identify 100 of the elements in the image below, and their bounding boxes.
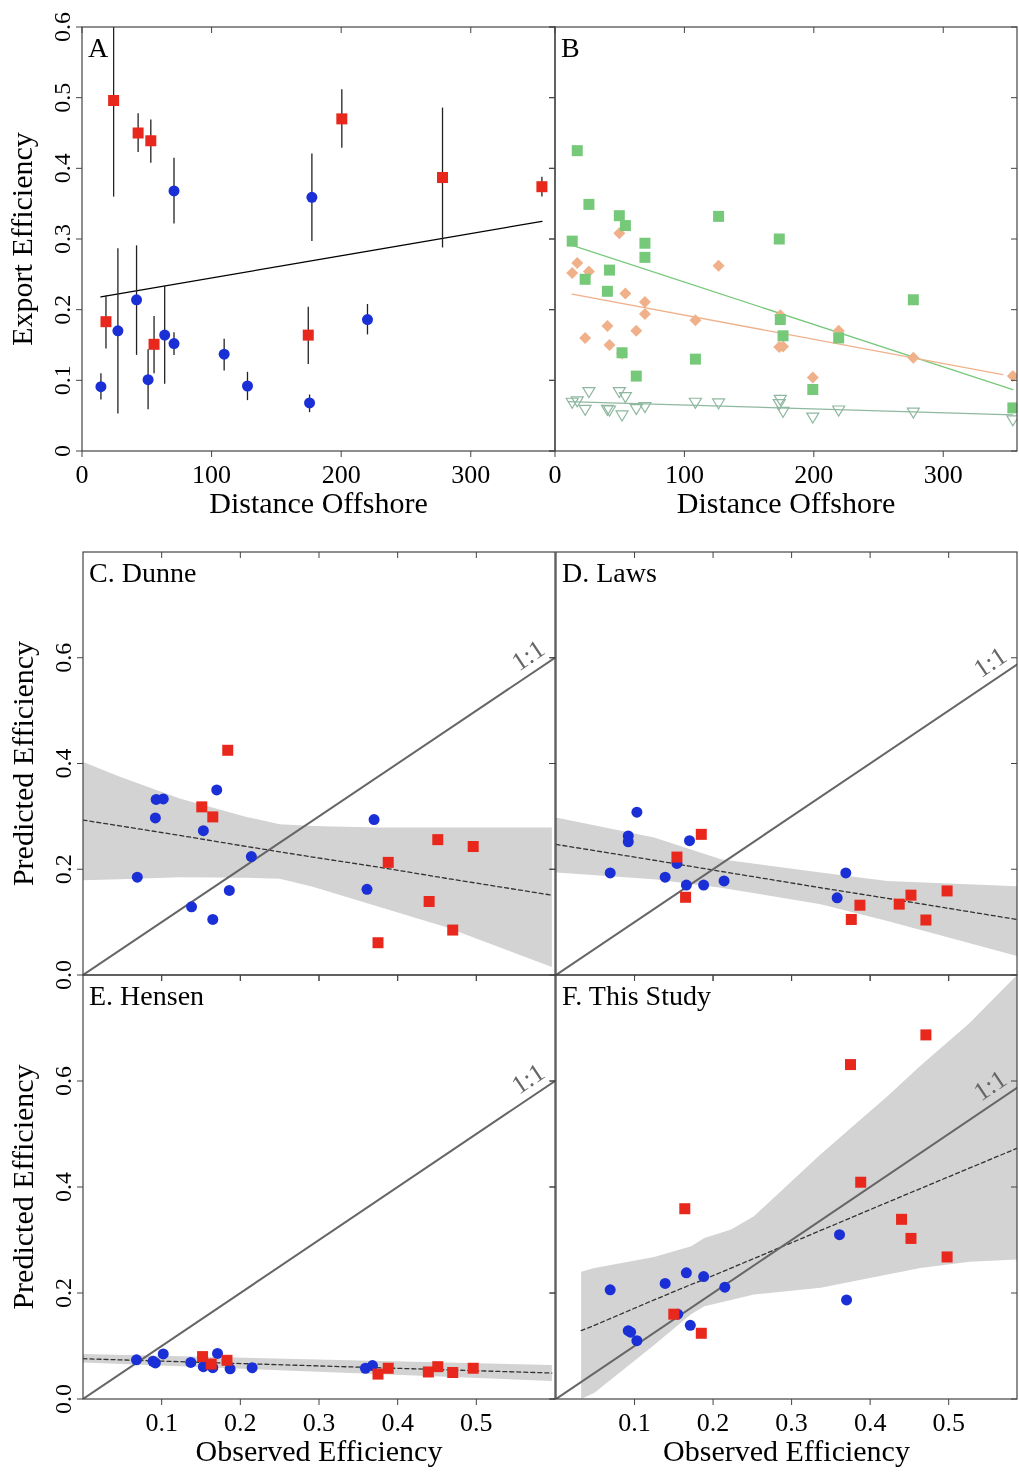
- point: [941, 1251, 953, 1263]
- chart-title: E. Hensen: [89, 980, 205, 1011]
- point: [893, 898, 905, 910]
- point: [841, 1294, 853, 1306]
- y-tick-label: 0.1: [49, 365, 75, 396]
- point: [196, 801, 208, 813]
- point: [689, 314, 702, 327]
- point: [906, 407, 920, 419]
- point: [680, 1267, 692, 1279]
- point: [223, 884, 235, 896]
- y-tick-label: 0.4: [49, 153, 75, 184]
- point: [130, 1354, 142, 1366]
- point: [711, 398, 726, 410]
- x-tick-label: 100: [192, 460, 232, 489]
- x-tick-label: 100: [664, 460, 704, 489]
- y-tick-label: 0.2: [50, 854, 76, 885]
- point: [639, 251, 651, 263]
- point: [142, 374, 154, 386]
- point: [368, 814, 380, 826]
- point: [372, 937, 384, 949]
- point: [905, 889, 917, 901]
- point: [631, 806, 643, 818]
- point: [896, 1213, 908, 1225]
- chart-title: C. Dunne: [89, 557, 197, 588]
- point: [671, 851, 683, 863]
- point: [698, 879, 710, 891]
- point: [100, 316, 112, 328]
- point: [613, 227, 626, 240]
- point: [306, 191, 318, 203]
- x-tick-label: 0.2: [224, 1408, 257, 1437]
- point: [840, 867, 852, 879]
- point: [689, 353, 701, 365]
- point: [212, 1347, 224, 1359]
- y-axis-title: Predicted Efficiency: [6, 1064, 39, 1310]
- x-axis-title: Observed Efficiency: [663, 1434, 910, 1467]
- x-tick-label: 200: [321, 460, 361, 489]
- point: [148, 338, 160, 350]
- point: [659, 871, 671, 883]
- point: [638, 295, 651, 308]
- point: [108, 94, 120, 106]
- x-tick-label: 200: [794, 460, 834, 489]
- point: [806, 371, 819, 384]
- x-tick-label: 0.3: [302, 1408, 336, 1437]
- point: [854, 899, 866, 911]
- point: [615, 410, 629, 422]
- y-tick-label: 0.0: [50, 960, 76, 990]
- point: [336, 113, 348, 125]
- point: [218, 348, 230, 360]
- point: [422, 1366, 434, 1378]
- x-tick-label: 0.1: [145, 1408, 178, 1437]
- point: [149, 812, 161, 824]
- x-tick-label: 0.1: [618, 1408, 651, 1437]
- point: [536, 181, 548, 193]
- text: 1:1: [506, 634, 550, 677]
- point: [907, 294, 919, 306]
- point: [613, 210, 625, 222]
- point: [776, 406, 790, 419]
- point: [432, 834, 444, 846]
- line-series: [83, 819, 553, 896]
- point: [432, 1361, 444, 1373]
- point: [157, 1348, 169, 1360]
- point: [834, 1229, 846, 1241]
- point: [680, 891, 692, 903]
- point: [601, 319, 614, 332]
- point: [630, 370, 642, 382]
- point: [246, 1362, 258, 1374]
- point: [1006, 370, 1017, 383]
- point: [566, 266, 579, 279]
- point: [197, 1351, 209, 1363]
- point: [604, 1284, 616, 1296]
- x-tick-label: 0.5: [460, 1408, 493, 1437]
- point: [207, 913, 219, 925]
- point: [467, 1362, 479, 1374]
- point: [132, 127, 144, 139]
- point: [773, 233, 785, 245]
- point: [222, 744, 234, 756]
- point: [832, 405, 846, 417]
- point: [366, 1360, 378, 1372]
- point: [168, 185, 180, 197]
- point: [688, 397, 703, 409]
- point: [684, 1319, 696, 1331]
- point: [467, 841, 479, 853]
- point: [579, 331, 592, 344]
- point: [684, 835, 696, 847]
- point: [601, 285, 613, 297]
- x-tick-label: 300: [923, 460, 963, 489]
- y-axis-title: Export Efficiency: [5, 132, 38, 346]
- point: [604, 867, 616, 879]
- point: [668, 1308, 680, 1320]
- point: [197, 825, 209, 837]
- point: [579, 273, 591, 285]
- point: [131, 294, 143, 306]
- point: [679, 1203, 691, 1215]
- point: [447, 1367, 459, 1378]
- text: 1:1: [506, 1057, 550, 1100]
- point: [845, 913, 857, 925]
- y-tick-label: 0.6: [50, 1066, 76, 1096]
- chart-title: D. Laws: [562, 557, 657, 588]
- point: [582, 387, 596, 399]
- point: [603, 339, 616, 351]
